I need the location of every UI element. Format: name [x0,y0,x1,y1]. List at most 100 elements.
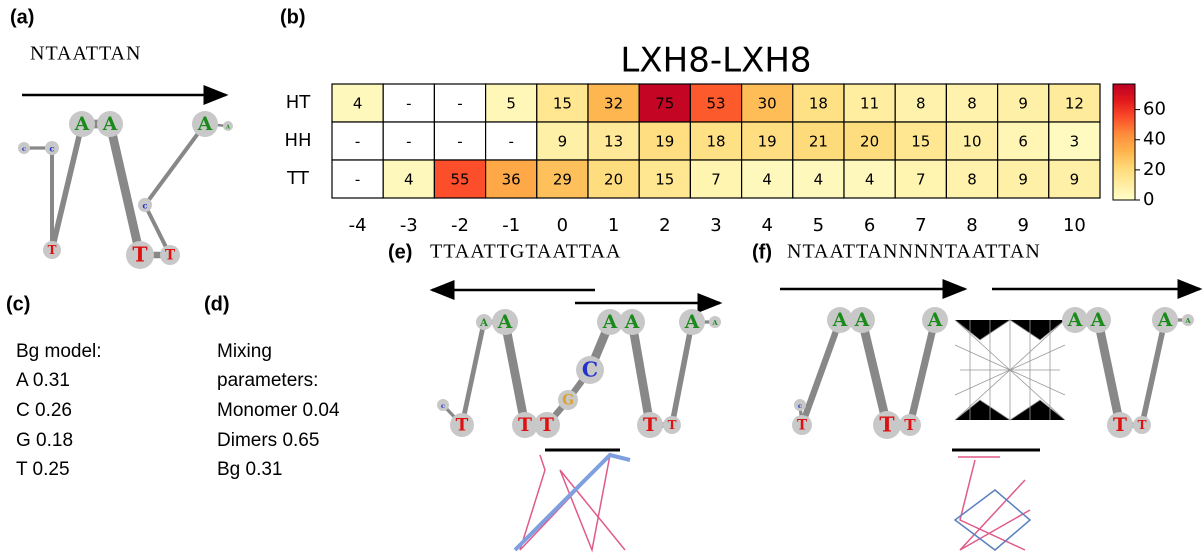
edge [672,322,692,425]
cell-label: 10 [962,133,981,151]
text-line: T 0.25 [16,459,70,480]
panel-label: (e) [388,241,412,263]
node-letter: c [22,145,26,153]
text-line: Bg 0.31 [217,459,283,480]
node-letter: A [711,319,718,327]
edge [110,124,140,255]
edge [632,322,650,425]
motif-graph: ccTAATTcAA [18,111,233,269]
node-letter: A [624,311,640,333]
node-letter: A [1157,309,1173,331]
edge [862,320,887,425]
node-letter: A [102,113,118,135]
sequence: TTAATTGTAATTAA [430,241,621,263]
edge [145,124,205,205]
node-letter: A [1090,309,1106,331]
node-letter: A [197,113,213,135]
cell-label: 19 [758,133,777,151]
x-tick-label: 5 [813,215,824,236]
edge [910,320,935,425]
cell-label: 9 [1018,171,1028,189]
panel-label: (f) [752,241,772,263]
text-line: parameters: [217,370,318,391]
cell-label: 4 [404,171,414,189]
cell-label: 7 [711,171,721,189]
cell-label: 5 [506,95,516,113]
panel-label: (a) [10,6,34,28]
text-line: C 0.26 [16,400,72,421]
motif-graph: cTAATTGCAATTAA [437,309,721,438]
colorbar-tick-label: 60 [1143,99,1166,120]
x-tick-label: 7 [915,215,926,236]
cell-label: 9 [558,133,568,151]
edge [505,322,525,425]
edge [802,320,840,425]
node-letter: T [456,416,469,436]
panel-label: (c) [6,293,30,315]
x-tick-label: 2 [659,215,670,236]
x-tick-label: 1 [608,215,619,236]
x-tick-label: 8 [966,215,977,236]
cell-label: 3 [1070,133,1080,151]
node-letter: A [74,113,90,135]
colorbar-tick-label: 0 [1143,189,1154,210]
cell-label: 15 [553,95,572,113]
x-tick-label: -3 [400,215,418,236]
node-letter: A [479,317,489,329]
x-tick-label: 6 [864,215,875,236]
mesh [955,320,1065,420]
node-letter: c [49,145,54,155]
cell-label: 19 [655,133,674,151]
node-letter: T [165,248,175,264]
cell-label: 53 [706,95,725,113]
node-letter: c [441,402,445,410]
cell-label: 7 [916,171,926,189]
cell-label: 8 [967,95,977,113]
node-letter: T [904,416,916,434]
cell-label: - [406,133,411,151]
x-tick-label: -2 [451,215,469,236]
text-line: Monomer 0.04 [217,400,340,421]
edge [1098,320,1120,425]
node-letter: T [668,418,677,432]
node-letter: A [1067,309,1083,331]
text-line: Bg model: [16,341,102,362]
text-line: Dimers 0.65 [217,430,319,451]
node-letter: A [854,309,870,331]
node-letter: T [540,414,554,436]
cell-label: 21 [809,133,828,151]
cell-label: 30 [758,95,777,113]
node-letter: T [643,414,657,436]
node-letter: A [927,309,943,331]
node-letter: c [142,202,147,212]
chart-title: LXH8-LXH8 [620,41,811,81]
text-line: G 0.18 [16,430,73,451]
colorbar-tick-label: 40 [1143,129,1166,150]
node-letter: T [132,243,147,267]
cell-label: - [508,133,513,151]
node-letter: G [562,393,574,409]
cell-label: 18 [706,133,725,151]
edge [1142,320,1165,425]
figure: (a) (b) (c) (d) (e) (f) NTAATTAN TTAATTG… [0,0,1203,556]
node-letter: C [582,358,598,382]
row-label: HH [284,130,311,151]
cell-label: 11 [860,95,879,113]
cell-label: 18 [809,95,828,113]
cell-label: 13 [604,133,623,151]
cell-label: 9 [1018,95,1028,113]
node-letter: A [602,311,618,333]
node-letter: T [518,414,532,436]
cell-label: 32 [604,95,623,113]
cell-label: - [457,133,462,151]
node-letter: A [684,311,700,333]
cell-label: 9 [1070,171,1080,189]
node-letter: A [832,309,848,331]
sequence: NTAATTAN [30,43,141,65]
panel-label: (d) [204,293,230,315]
text-line: A 0.31 [16,370,70,391]
text-line: Mixing [217,341,272,362]
node-letter: c [798,402,802,410]
node-letter: T [1138,418,1147,432]
cell-label: 20 [604,171,623,189]
